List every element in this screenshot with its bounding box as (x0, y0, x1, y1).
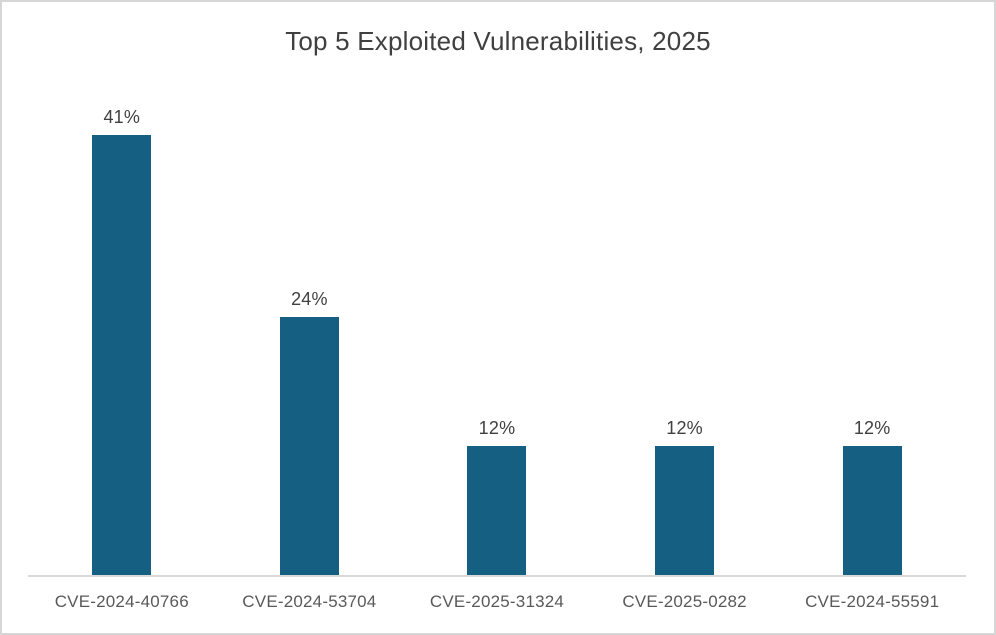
bar-column: 12% (591, 92, 779, 575)
bar-cve-2025-31324 (467, 446, 527, 575)
value-label: 12% (666, 418, 703, 439)
bar-column: 12% (403, 92, 591, 575)
plot-area-with-x-axis-line: 41% 24% 12% 12% 12% (28, 92, 966, 577)
value-label: 41% (103, 106, 141, 127)
bar-cve-2024-55591 (842, 446, 902, 575)
bar-cve-2024-40766 (92, 134, 152, 575)
x-axis-category-labels: CVE-2024-40766 CVE-2024-53704 CVE-2025-3… (28, 592, 966, 612)
value-label: 12% (853, 418, 891, 439)
bar-column: 12% (778, 92, 966, 575)
chart-title: Top 5 Exploited Vulnerabilities, 2025 (285, 26, 711, 56)
bar-cve-2024-53704 (279, 317, 339, 575)
category-label: CVE-2024-40766 (54, 592, 189, 611)
category-label: CVE-2025-0282 (622, 592, 747, 611)
category-label: CVE-2025-31324 (429, 592, 565, 611)
value-label: 12% (478, 418, 516, 439)
value-label: 24% (291, 289, 328, 310)
category-label: CVE-2024-55591 (805, 592, 940, 611)
bar-column: 41% (28, 92, 216, 575)
bar-column: 24% (216, 92, 404, 575)
category-label: CVE-2024-53704 (242, 592, 377, 611)
bar-cve-2025-0282 (655, 446, 715, 575)
